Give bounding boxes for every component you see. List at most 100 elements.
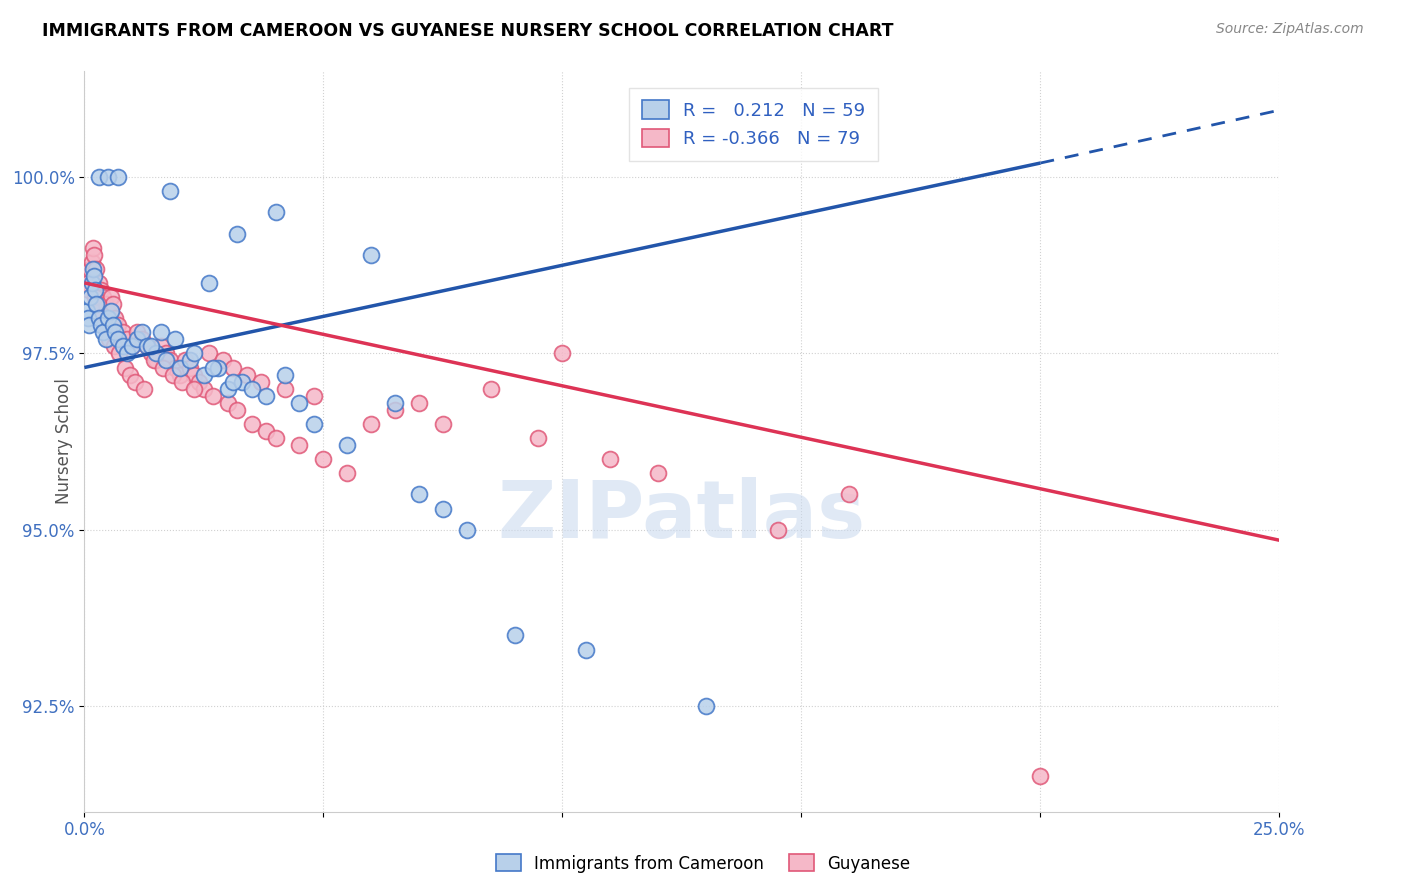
Point (384, 396, 406, 410)
Point (527, 431, 550, 445)
Point (131, 332, 153, 346)
Point (107, 170, 129, 185)
Point (172, 375, 194, 389)
Point (226, 227, 249, 241)
Point (131, 325, 153, 339)
Point (575, 642, 598, 657)
Point (647, 467, 669, 481)
Point (100, 304, 122, 318)
Point (97, 304, 120, 318)
Point (479, 382, 502, 396)
Point (202, 389, 225, 403)
Point (135, 339, 157, 353)
Point (107, 332, 129, 346)
Point (193, 368, 215, 382)
Point (183, 382, 205, 396)
Legend: R =   0.212   N = 59, R = -0.366   N = 79: R = 0.212 N = 59, R = -0.366 N = 79 (628, 87, 879, 161)
Point (264, 205, 287, 219)
Point (336, 438, 359, 452)
Point (288, 396, 311, 410)
Point (82, 261, 104, 276)
Point (202, 360, 225, 375)
Point (87, 170, 110, 185)
Point (93, 325, 115, 339)
Point (132, 382, 156, 396)
Point (254, 389, 277, 403)
Point (104, 325, 127, 339)
Point (114, 360, 136, 375)
Point (254, 424, 277, 438)
Point (288, 438, 311, 452)
Point (274, 382, 297, 396)
Point (90, 283, 112, 297)
Point (83, 268, 105, 283)
Point (77, 276, 100, 290)
Point (159, 353, 181, 368)
Point (456, 523, 478, 537)
Text: Source: ZipAtlas.com: Source: ZipAtlas.com (1216, 22, 1364, 37)
Point (159, 184, 181, 198)
Point (695, 698, 717, 713)
Point (79, 261, 101, 276)
Point (221, 375, 243, 389)
Text: ZIPatlas: ZIPatlas (498, 476, 866, 555)
Point (264, 431, 287, 445)
Point (149, 325, 172, 339)
Point (152, 360, 174, 375)
Point (173, 353, 195, 368)
Point (179, 360, 201, 375)
Point (90, 318, 112, 333)
Point (93, 290, 115, 304)
Point (169, 360, 191, 375)
Point (408, 487, 430, 501)
Point (197, 346, 219, 360)
Point (86, 297, 108, 311)
Point (312, 452, 335, 467)
Point (111, 325, 134, 339)
Point (360, 248, 382, 262)
Point (104, 311, 127, 326)
Point (408, 396, 430, 410)
Point (221, 360, 243, 375)
Point (121, 339, 143, 353)
Point (118, 368, 141, 382)
Point (83, 283, 105, 297)
Point (188, 375, 211, 389)
Text: IMMIGRANTS FROM CAMEROON VS GUYANESE NURSERY SCHOOL CORRELATION CHART: IMMIGRANTS FROM CAMEROON VS GUYANESE NUR… (42, 22, 894, 40)
Point (145, 353, 167, 368)
Point (111, 339, 134, 353)
Point (76, 304, 98, 318)
Point (197, 276, 219, 290)
Point (94, 332, 117, 346)
Point (82, 241, 104, 255)
Point (97, 170, 120, 185)
Point (240, 417, 263, 431)
Point (503, 628, 526, 642)
Point (77, 311, 100, 326)
Point (94, 297, 117, 311)
Point (101, 297, 124, 311)
Point (302, 389, 325, 403)
Point (231, 375, 253, 389)
Point (149, 339, 172, 353)
Point (179, 353, 201, 368)
Point (121, 339, 143, 353)
Point (432, 501, 454, 516)
Point (117, 346, 139, 360)
Point (98, 332, 121, 346)
Point (117, 332, 139, 346)
Point (141, 346, 163, 360)
Point (217, 396, 239, 410)
Point (236, 368, 259, 382)
Point (165, 332, 187, 346)
Point (193, 382, 215, 396)
Point (124, 375, 146, 389)
Point (551, 346, 574, 360)
Point (162, 368, 184, 382)
Point (183, 368, 205, 382)
Point (240, 382, 263, 396)
Point (599, 452, 621, 467)
Point (766, 523, 789, 537)
Point (125, 332, 148, 346)
Point (97, 311, 120, 326)
